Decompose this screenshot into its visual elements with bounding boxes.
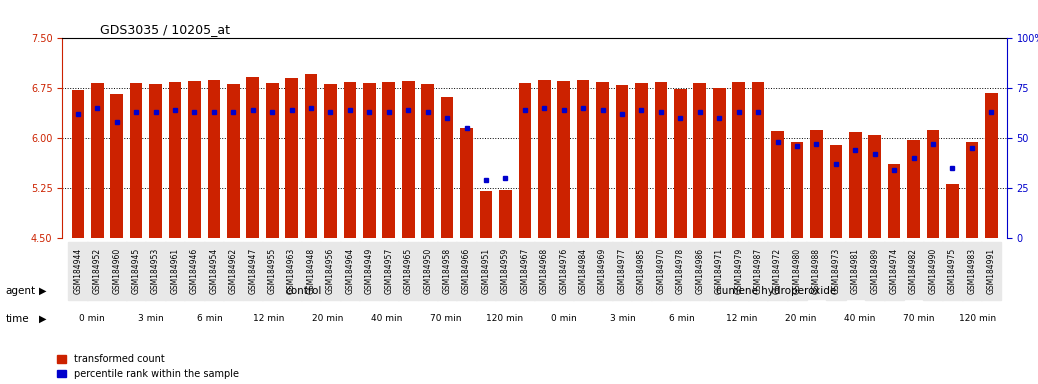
Bar <box>713 88 726 238</box>
Bar <box>538 80 550 238</box>
Bar <box>577 80 590 238</box>
Bar <box>266 83 278 238</box>
Bar <box>169 82 182 238</box>
Bar <box>557 81 570 238</box>
Text: 0 min: 0 min <box>79 314 105 323</box>
Bar <box>227 84 240 238</box>
Bar <box>110 94 124 238</box>
Bar <box>869 135 881 238</box>
Bar <box>965 142 978 238</box>
Bar <box>91 83 104 238</box>
Bar <box>72 90 84 238</box>
Text: ▶: ▶ <box>39 286 47 296</box>
Bar <box>693 83 706 238</box>
Bar <box>305 74 318 238</box>
Text: 120 min: 120 min <box>959 314 995 323</box>
Bar <box>752 82 764 238</box>
Bar <box>382 82 395 238</box>
Bar <box>927 130 939 238</box>
Bar <box>441 97 454 238</box>
Bar <box>791 142 803 238</box>
Bar <box>946 184 959 238</box>
Text: 120 min: 120 min <box>487 314 523 323</box>
Bar <box>246 77 260 238</box>
Bar <box>363 83 376 238</box>
Bar <box>324 84 336 238</box>
Bar <box>674 89 687 238</box>
Text: 12 min: 12 min <box>726 314 757 323</box>
Bar <box>655 82 667 238</box>
Bar <box>285 78 298 238</box>
Bar <box>810 130 823 238</box>
Text: 70 min: 70 min <box>903 314 934 323</box>
Text: cumene hydroperoxide: cumene hydroperoxide <box>716 286 836 296</box>
Text: time: time <box>5 314 29 324</box>
Bar <box>188 81 200 238</box>
Text: 6 min: 6 min <box>670 314 695 323</box>
Bar <box>149 84 162 238</box>
Bar <box>733 82 745 238</box>
Bar <box>460 128 473 238</box>
Text: 40 min: 40 min <box>844 314 875 323</box>
Bar <box>344 82 356 238</box>
Text: 6 min: 6 min <box>197 314 223 323</box>
Bar <box>480 191 492 238</box>
Bar <box>130 83 142 238</box>
Bar <box>985 93 998 238</box>
Text: 12 min: 12 min <box>253 314 284 323</box>
Text: agent: agent <box>5 286 35 296</box>
Text: 40 min: 40 min <box>372 314 403 323</box>
Legend: transformed count, percentile rank within the sample: transformed count, percentile rank withi… <box>57 354 240 379</box>
Bar <box>402 81 414 238</box>
Text: GDS3035 / 10205_at: GDS3035 / 10205_at <box>100 23 230 36</box>
Bar <box>596 82 609 238</box>
Text: 3 min: 3 min <box>138 314 164 323</box>
Text: 20 min: 20 min <box>312 314 344 323</box>
Bar <box>499 190 512 238</box>
Bar <box>849 132 862 238</box>
Bar <box>421 84 434 238</box>
Bar <box>771 131 784 238</box>
Text: 3 min: 3 min <box>610 314 636 323</box>
Bar <box>519 83 531 238</box>
Bar <box>616 85 628 238</box>
Bar <box>208 80 220 238</box>
Text: 70 min: 70 min <box>431 314 462 323</box>
Bar <box>887 164 900 238</box>
Text: ▶: ▶ <box>39 314 47 324</box>
Text: control: control <box>285 286 322 296</box>
Bar <box>907 140 920 238</box>
Text: 0 min: 0 min <box>551 314 577 323</box>
Bar <box>829 145 842 238</box>
Bar <box>635 83 648 238</box>
Text: 20 min: 20 min <box>785 314 816 323</box>
